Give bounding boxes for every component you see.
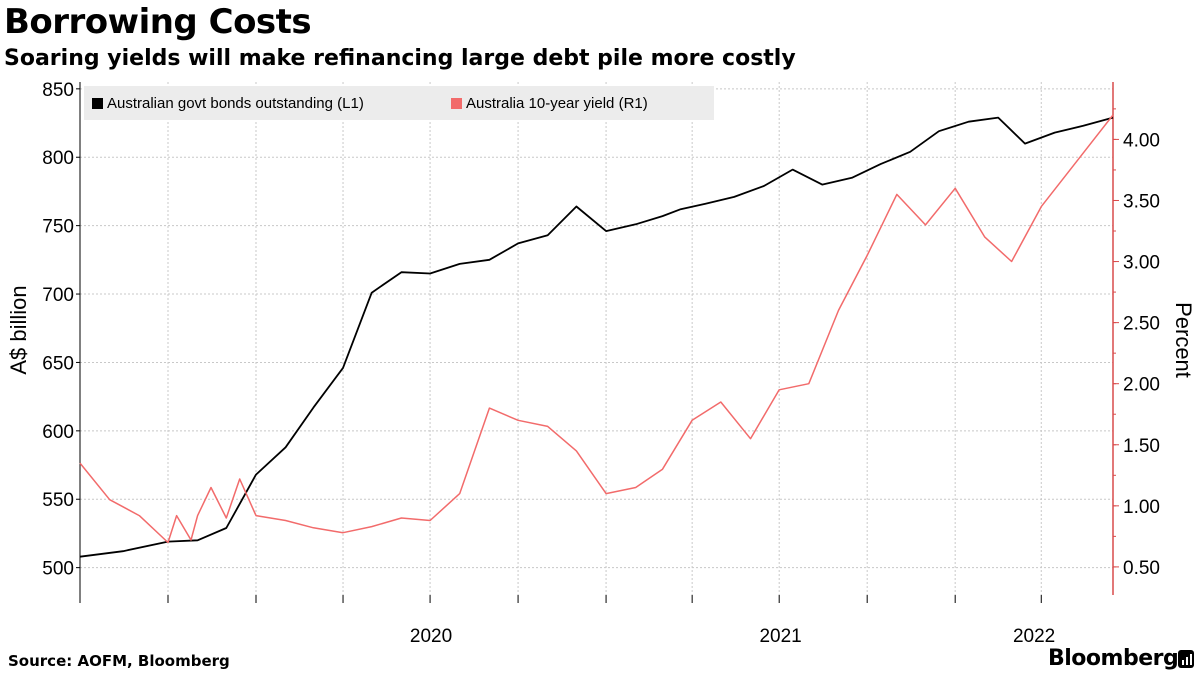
x-tick-label: 2021 [759, 626, 801, 647]
bloomberg-badge-icon [1178, 650, 1194, 668]
y-right-tick-label: 3.00 [1123, 253, 1160, 274]
legend-swatch-bonds [92, 98, 103, 109]
y-left-tick-label: 850 [42, 80, 74, 101]
x-tick-label: 2022 [1013, 626, 1055, 647]
y-right-tick-label: 4.00 [1123, 130, 1160, 151]
series-line-bonds-outstanding [79, 116, 1114, 558]
y-right-tick-label: 3.50 [1123, 191, 1160, 212]
chart-subtitle: Soaring yields will make refinancing lar… [4, 46, 796, 71]
legend-label-yield: Australia 10-year yield (R1) [466, 95, 648, 112]
y-right-axis-label: Percent [1171, 302, 1196, 378]
y-left-tick-label: 500 [42, 559, 74, 580]
y-right-tick-label: 1.50 [1123, 436, 1160, 457]
y-right-tick-label: 0.50 [1123, 558, 1160, 579]
gridlines [80, 82, 1113, 595]
legend: Australian govt bonds outstanding (L1) A… [84, 86, 714, 120]
y-left-tick-label: 750 [42, 217, 74, 238]
axes: 500 550 600 650 700 750 800 850 0.50 1.00 1.50 2.00… [42, 80, 1160, 647]
series-lines [79, 114, 1114, 558]
series-line-10y-yield [79, 114, 1114, 544]
y-right-tick-label: 2.50 [1123, 314, 1160, 335]
legend-label-bonds: Australian govt bonds outstanding (L1) [107, 95, 364, 112]
legend-swatch-yield [451, 98, 462, 109]
bloomberg-logo: Bloomberg [1048, 646, 1179, 671]
y-left-axis-label: A$ billion [6, 285, 31, 374]
x-tick-label: 2020 [410, 626, 452, 647]
y-left-tick-label: 800 [42, 148, 74, 169]
y-right-tick-label: 1.00 [1123, 497, 1160, 518]
legend-background [84, 86, 714, 120]
source-note: Source: AOFM, Bloomberg [8, 652, 230, 670]
y-left-tick-label: 700 [42, 285, 74, 306]
y-right-tick-label: 2.00 [1123, 375, 1160, 396]
chart-title: Borrowing Costs [4, 2, 312, 42]
y-left-tick-label: 600 [42, 422, 74, 443]
y-left-tick-label: 550 [42, 490, 74, 511]
y-left-tick-label: 650 [42, 353, 74, 374]
